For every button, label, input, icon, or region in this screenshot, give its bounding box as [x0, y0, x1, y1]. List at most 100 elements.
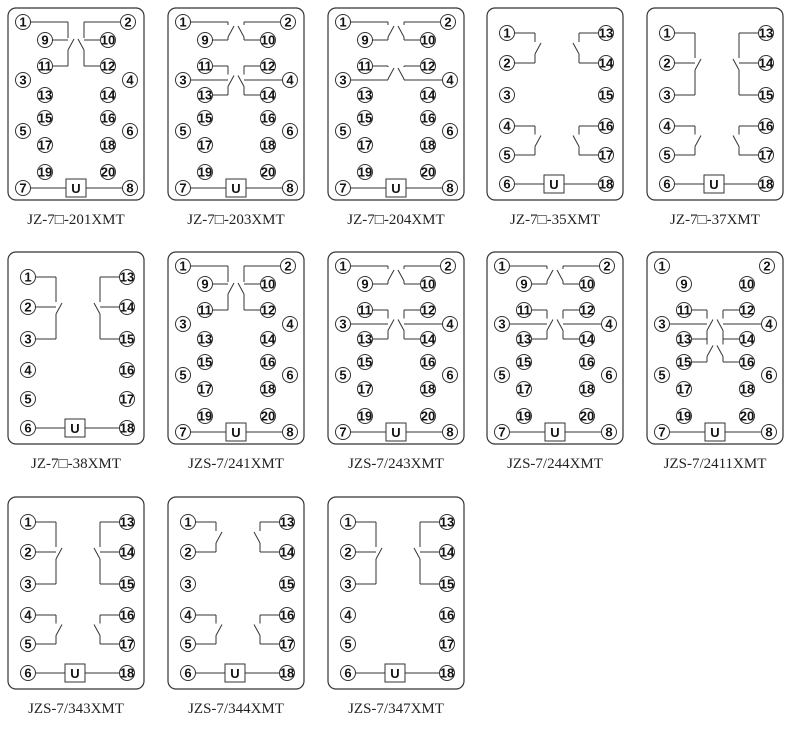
terminal-pin-14: 14 [100, 87, 116, 103]
svg-text:15: 15 [440, 577, 454, 592]
terminal-pin-18: 18 [119, 665, 135, 681]
terminal-pin-13: 13 [279, 514, 295, 530]
terminal-pin-11: 11 [676, 302, 692, 318]
contact-switch [350, 309, 395, 340]
terminal-pin-2: 2 [20, 544, 36, 560]
svg-text:6: 6 [765, 368, 772, 383]
terminal-pin-13: 13 [119, 269, 135, 285]
terminal-pin-10: 10 [420, 32, 436, 48]
terminal-pin-19: 19 [197, 164, 213, 180]
terminal-pin-3: 3 [335, 316, 351, 332]
contact-switch [716, 338, 740, 363]
terminal-pin-3: 3 [175, 72, 191, 88]
terminal-pin-8: 8 [282, 424, 298, 440]
svg-text:9: 9 [680, 277, 687, 292]
svg-text:12: 12 [261, 303, 275, 318]
terminal-pin-15: 15 [119, 331, 135, 347]
terminal-pin-1: 1 [340, 514, 356, 530]
terminal-pin-8: 8 [122, 180, 138, 196]
terminal-pin-10: 10 [100, 32, 116, 48]
svg-text:15: 15 [677, 355, 691, 370]
panel-frame [167, 496, 305, 690]
terminal-pin-13: 13 [197, 87, 213, 103]
terminal-pin-5: 5 [340, 636, 356, 652]
terminal-pin-18: 18 [420, 137, 436, 153]
svg-text:1: 1 [184, 515, 191, 530]
svg-text:3: 3 [179, 73, 186, 88]
terminal-pin-17: 17 [676, 381, 692, 397]
terminal-pin-9: 9 [37, 32, 53, 48]
svg-text:18: 18 [280, 666, 294, 681]
terminal-pin-3: 3 [180, 576, 196, 592]
svg-text:7: 7 [498, 425, 505, 440]
terminal-pin-16: 16 [119, 607, 135, 623]
terminal-pin-5: 5 [20, 636, 36, 652]
terminal-pin-20: 20 [579, 408, 595, 424]
panel-frame [7, 7, 145, 201]
svg-text:7: 7 [339, 181, 346, 196]
svg-text:16: 16 [759, 119, 773, 134]
coil-label: U [230, 666, 239, 681]
coil-label: U [550, 425, 559, 440]
terminal-pin-17: 17 [119, 636, 135, 652]
terminal-pin-12: 12 [100, 58, 116, 74]
coil-label: U [71, 181, 80, 196]
svg-text:6: 6 [344, 666, 351, 681]
svg-text:12: 12 [421, 59, 435, 74]
terminal-pin-6: 6 [499, 176, 515, 192]
svg-text:13: 13 [120, 515, 134, 530]
panel-frame [7, 496, 145, 690]
svg-text:6: 6 [286, 368, 293, 383]
svg-text:14: 14 [261, 332, 276, 347]
terminal-pin-4: 4 [442, 316, 458, 332]
terminal-pin-18: 18 [598, 176, 614, 192]
svg-text:10: 10 [421, 277, 435, 292]
terminal-pin-15: 15 [357, 110, 373, 126]
terminal-pin-2: 2 [599, 258, 615, 274]
coil-icon [224, 663, 246, 683]
svg-text:18: 18 [740, 382, 754, 397]
relay-panel: U 1 2 3 4 5 6 13 14 15 16 17 18 [646, 7, 784, 201]
svg-text:5: 5 [339, 368, 346, 383]
svg-text:3: 3 [24, 332, 31, 347]
svg-text:1: 1 [339, 259, 346, 274]
terminal-pin-11: 11 [197, 302, 213, 318]
svg-text:13: 13 [358, 88, 372, 103]
contact-switch [237, 65, 283, 96]
svg-text:2: 2 [444, 15, 451, 30]
terminal-pin-11: 11 [197, 58, 213, 74]
svg-text:20: 20 [261, 409, 275, 424]
terminal-pin-14: 14 [579, 331, 595, 347]
contact-switch [350, 21, 395, 41]
svg-text:16: 16 [261, 111, 275, 126]
svg-text:11: 11 [198, 303, 212, 318]
svg-text:18: 18 [440, 666, 454, 681]
terminal-pin-16: 16 [279, 607, 295, 623]
svg-text:17: 17 [120, 637, 134, 652]
terminal-pin-16: 16 [420, 110, 436, 126]
svg-text:2: 2 [284, 259, 291, 274]
svg-text:3: 3 [658, 317, 665, 332]
terminal-pin-3: 3 [654, 316, 670, 332]
contact-switch [509, 265, 554, 285]
svg-text:8: 8 [286, 181, 293, 196]
terminal-pin-1: 1 [15, 14, 31, 30]
terminal-pin-3: 3 [175, 316, 191, 332]
terminal-pin-1: 1 [20, 269, 36, 285]
contact-switch [556, 309, 602, 340]
terminal-pin-5: 5 [654, 367, 670, 383]
terminal-pin-11: 11 [37, 58, 53, 74]
svg-text:7: 7 [179, 425, 186, 440]
terminal-pin-19: 19 [516, 408, 532, 424]
terminal-pin-13: 13 [197, 331, 213, 347]
svg-text:13: 13 [677, 332, 691, 347]
relay-panel: U 1 2 3 4 5 6 13 14 15 16 17 18 [7, 251, 145, 445]
svg-text:15: 15 [198, 355, 212, 370]
svg-text:14: 14 [599, 56, 614, 71]
terminal-pin-19: 19 [676, 408, 692, 424]
svg-text:4: 4 [24, 363, 32, 378]
terminal-pin-17: 17 [357, 137, 373, 153]
svg-text:15: 15 [120, 332, 134, 347]
svg-text:7: 7 [339, 425, 346, 440]
